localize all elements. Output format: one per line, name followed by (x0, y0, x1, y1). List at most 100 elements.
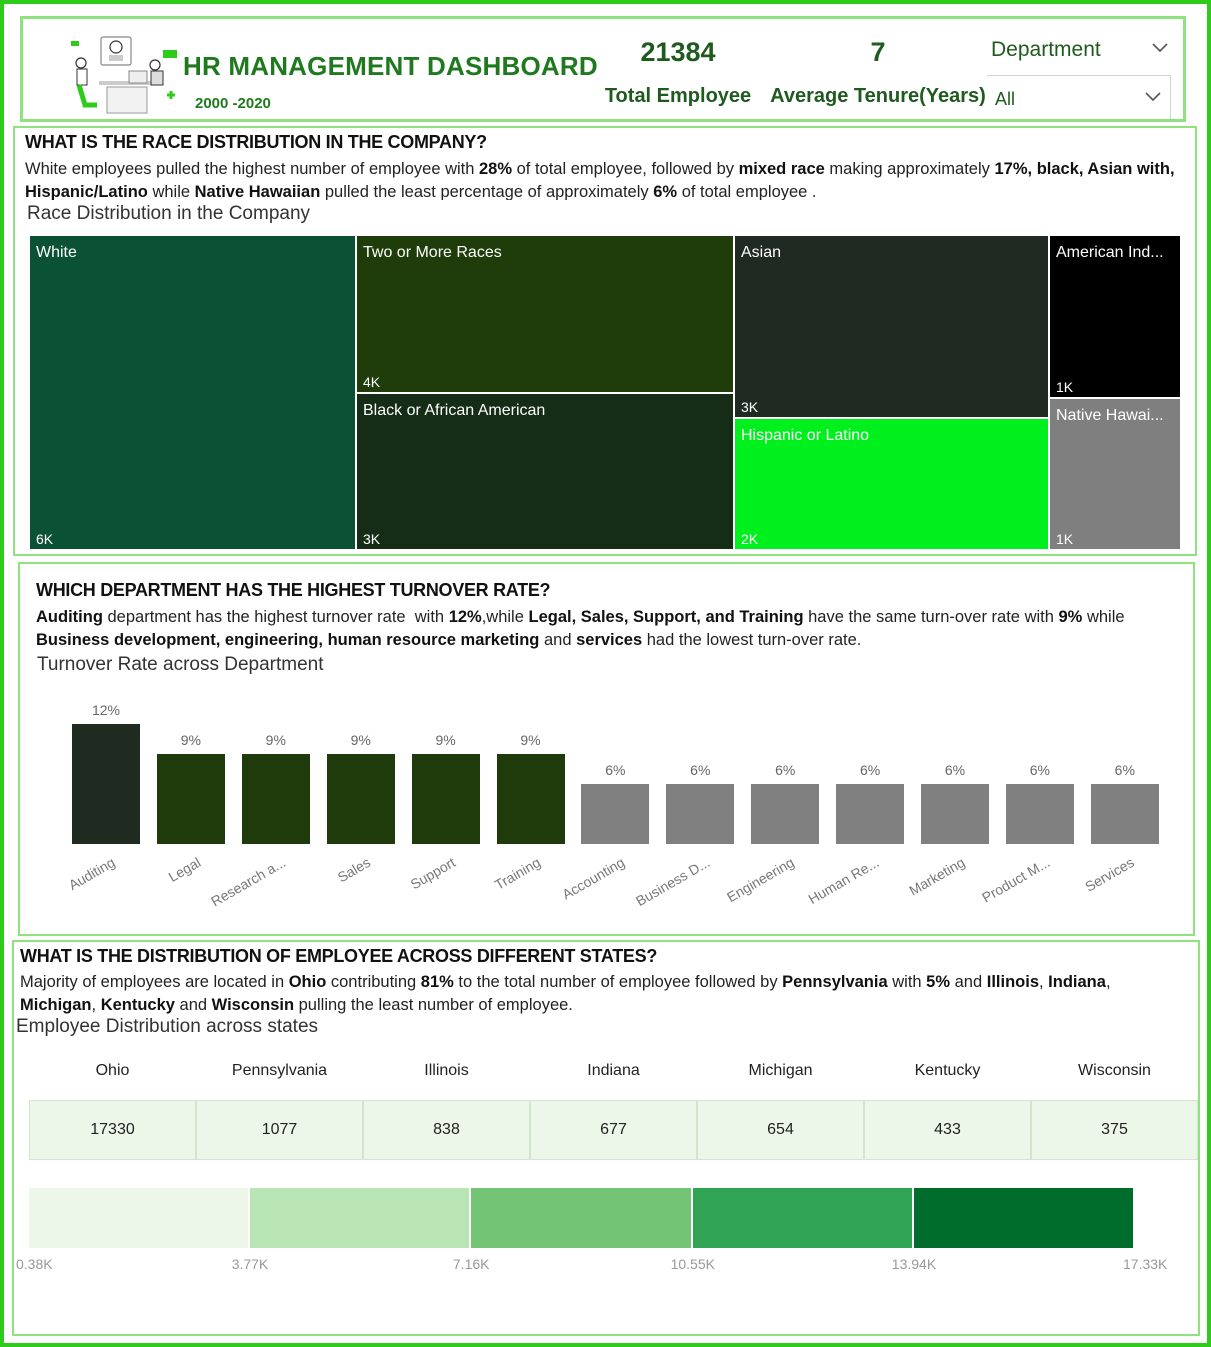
race-summary: White employees pulled the highest numbe… (25, 160, 1175, 200)
bar-auditing[interactable] (72, 724, 140, 844)
treemap-tile-label: Asian (741, 244, 782, 261)
treemap-tile-value: 6K (36, 531, 54, 547)
treemap-tile-two-or-more-races[interactable]: Two or More Races 4K (356, 235, 734, 393)
treemap-tile-value: 1K (1056, 531, 1074, 547)
turnover-chart-title: Turnover Rate across Department (37, 654, 324, 675)
state-value-cell: 654 (697, 1100, 864, 1160)
bar-value-label: 9% (520, 732, 541, 748)
bar-category-label: Research a... (207, 854, 289, 910)
bar-category-label: Marketing (906, 854, 968, 899)
chevron-down-icon (1145, 92, 1161, 102)
state-value-cell: 433 (864, 1100, 1031, 1160)
treemap-tile-native-hawaiian[interactable]: Native Hawai... 1K (1049, 398, 1181, 550)
bar-value-label: 6% (859, 762, 881, 778)
total-employee-value: 21384 (640, 37, 716, 67)
legend-color-segment (471, 1188, 693, 1248)
treemap-tile-value: 1K (1056, 379, 1074, 395)
bar-category-label: Support (407, 854, 458, 893)
state-value-cell: 1077 (196, 1100, 363, 1160)
treemap-tile-value: 3K (363, 531, 381, 547)
bar-category-label: Accounting (559, 854, 628, 903)
dashboard-title: HR MANAGEMENT DASHBOARD (183, 51, 598, 81)
bar-product-m[interactable] (1005, 784, 1074, 844)
hr-office-illustration-icon (71, 36, 177, 114)
turnover-question: WHICH DEPARTMENT HAS THE HIGHEST TURNOVE… (36, 580, 551, 600)
state-chart-title: Employee Distribution across states (16, 1016, 319, 1037)
treemap-tile-asian[interactable]: Asian 3K (734, 235, 1049, 418)
bar-training[interactable] (496, 754, 565, 844)
treemap-tile-white[interactable]: White 6K (29, 235, 356, 550)
bar-marketing[interactable] (921, 784, 989, 844)
state-column-header: Indiana (587, 1062, 640, 1079)
bar-category-label: Sales (334, 854, 373, 886)
state-value-cell: 838 (363, 1100, 530, 1160)
department-slicer-label: Department (991, 38, 1101, 61)
bar-value-label: 6% (690, 762, 711, 778)
department-dropdown[interactable]: All (987, 75, 1171, 119)
treemap-tile-label: Hispanic or Latino (741, 427, 870, 444)
bar-business-d[interactable] (666, 784, 735, 844)
legend-tick-label: 13.94K (891, 1256, 937, 1272)
legend-color-segment (250, 1188, 472, 1248)
legend-color-segment (692, 1188, 914, 1248)
bar-services[interactable] (1090, 784, 1159, 844)
race-treemap: White 6K Two or More Races 4K Black or Afric… (29, 235, 1181, 550)
bar-value-label: 6% (1114, 762, 1135, 778)
legend-tick-label: 17.33K (1123, 1256, 1168, 1272)
state-column-header: Pennsylvania (231, 1062, 328, 1079)
bar-category-label: Auditing (65, 854, 118, 894)
race-distribution-panel: WHAT IS THE RACE DISTRIBUTION IN THE COM… (13, 126, 1197, 556)
state-question: WHAT IS THE DISTRIBUTION OF EMPLOYEE ACR… (20, 946, 658, 966)
bar-value-label: 6% (1029, 762, 1050, 778)
state-distribution-panel: WHAT IS THE DISTRIBUTION OF EMPLOYEE ACR… (12, 940, 1200, 1336)
legend-color-segment (913, 1188, 1135, 1248)
legend-tick-label: 0.38K (16, 1256, 53, 1272)
dashboard-years: 2000 -2020 (195, 95, 271, 112)
turnover-panel: WHICH DEPARTMENT HAS THE HIGHEST TURNOVE… (18, 562, 1195, 936)
bar-value-label: 6% (944, 762, 966, 778)
legend-tick-label: 10.55K (670, 1256, 715, 1272)
bar-value-label: 9% (265, 732, 286, 748)
treemap-tile-value: 3K (741, 399, 759, 415)
state-column-header: Michigan (748, 1062, 813, 1079)
avg-tenure-label: Average Tenure(Years) (770, 85, 986, 107)
bar-support[interactable] (411, 754, 480, 844)
turnover-summary: Auditing department has the highest turn… (36, 608, 1125, 649)
treemap-tile-label: Two or More Races (363, 244, 502, 261)
treemap-tile-value: 4K (363, 374, 381, 390)
state-column-header: Wisconsin (1078, 1062, 1151, 1079)
treemap-tile-hispanic-or-latino[interactable]: Hispanic or Latino 2K (734, 418, 1049, 550)
bar-category-label: Training (491, 854, 543, 893)
bar-category-label: Human Re... (805, 854, 882, 908)
bar-category-label: Services (1081, 854, 1137, 895)
state-summary: Majority of employees are located in Ohi… (20, 973, 1111, 1014)
bar-accounting[interactable] (581, 784, 650, 844)
department-dropdown-value: All (995, 89, 1016, 109)
bar-category-label: Legal (165, 854, 204, 885)
bar-category-label: Business D... (633, 854, 713, 910)
bar-value-label: 6% (775, 762, 796, 778)
treemap-tile-american-indian[interactable]: American Ind... 1K (1049, 235, 1181, 398)
bar-legal[interactable] (156, 754, 225, 844)
treemap-tile-black-or-african-american[interactable]: Black or African American 3K (356, 393, 734, 550)
bar-human-re[interactable] (836, 784, 905, 844)
bar-value-label: 9% (435, 732, 456, 748)
avg-tenure-value: 7 (870, 37, 886, 67)
total-employee-label: Total Employee (604, 85, 752, 107)
state-value-cell: 17330 (29, 1100, 196, 1160)
state-column-header: Ohio (95, 1062, 130, 1079)
bar-sales[interactable] (326, 754, 395, 844)
state-value-cell: 677 (530, 1100, 697, 1160)
bar-value-label: 9% (350, 732, 371, 748)
bar-value-label: 9% (180, 732, 201, 748)
bar-research-a[interactable] (241, 754, 310, 844)
bar-category-label: Engineering (724, 854, 797, 906)
legend-tick-label: 7.16K (452, 1256, 490, 1272)
bar-category-label: Product M... (979, 854, 1053, 906)
chevron-down-icon[interactable] (1151, 41, 1169, 55)
bar-engineering[interactable] (751, 784, 820, 844)
state-column-header: Illinois (424, 1062, 469, 1079)
treemap-tile-label: Native Hawai... (1056, 407, 1164, 424)
treemap-tile-value: 2K (741, 531, 759, 547)
bar-value-label: 12% (91, 702, 121, 718)
